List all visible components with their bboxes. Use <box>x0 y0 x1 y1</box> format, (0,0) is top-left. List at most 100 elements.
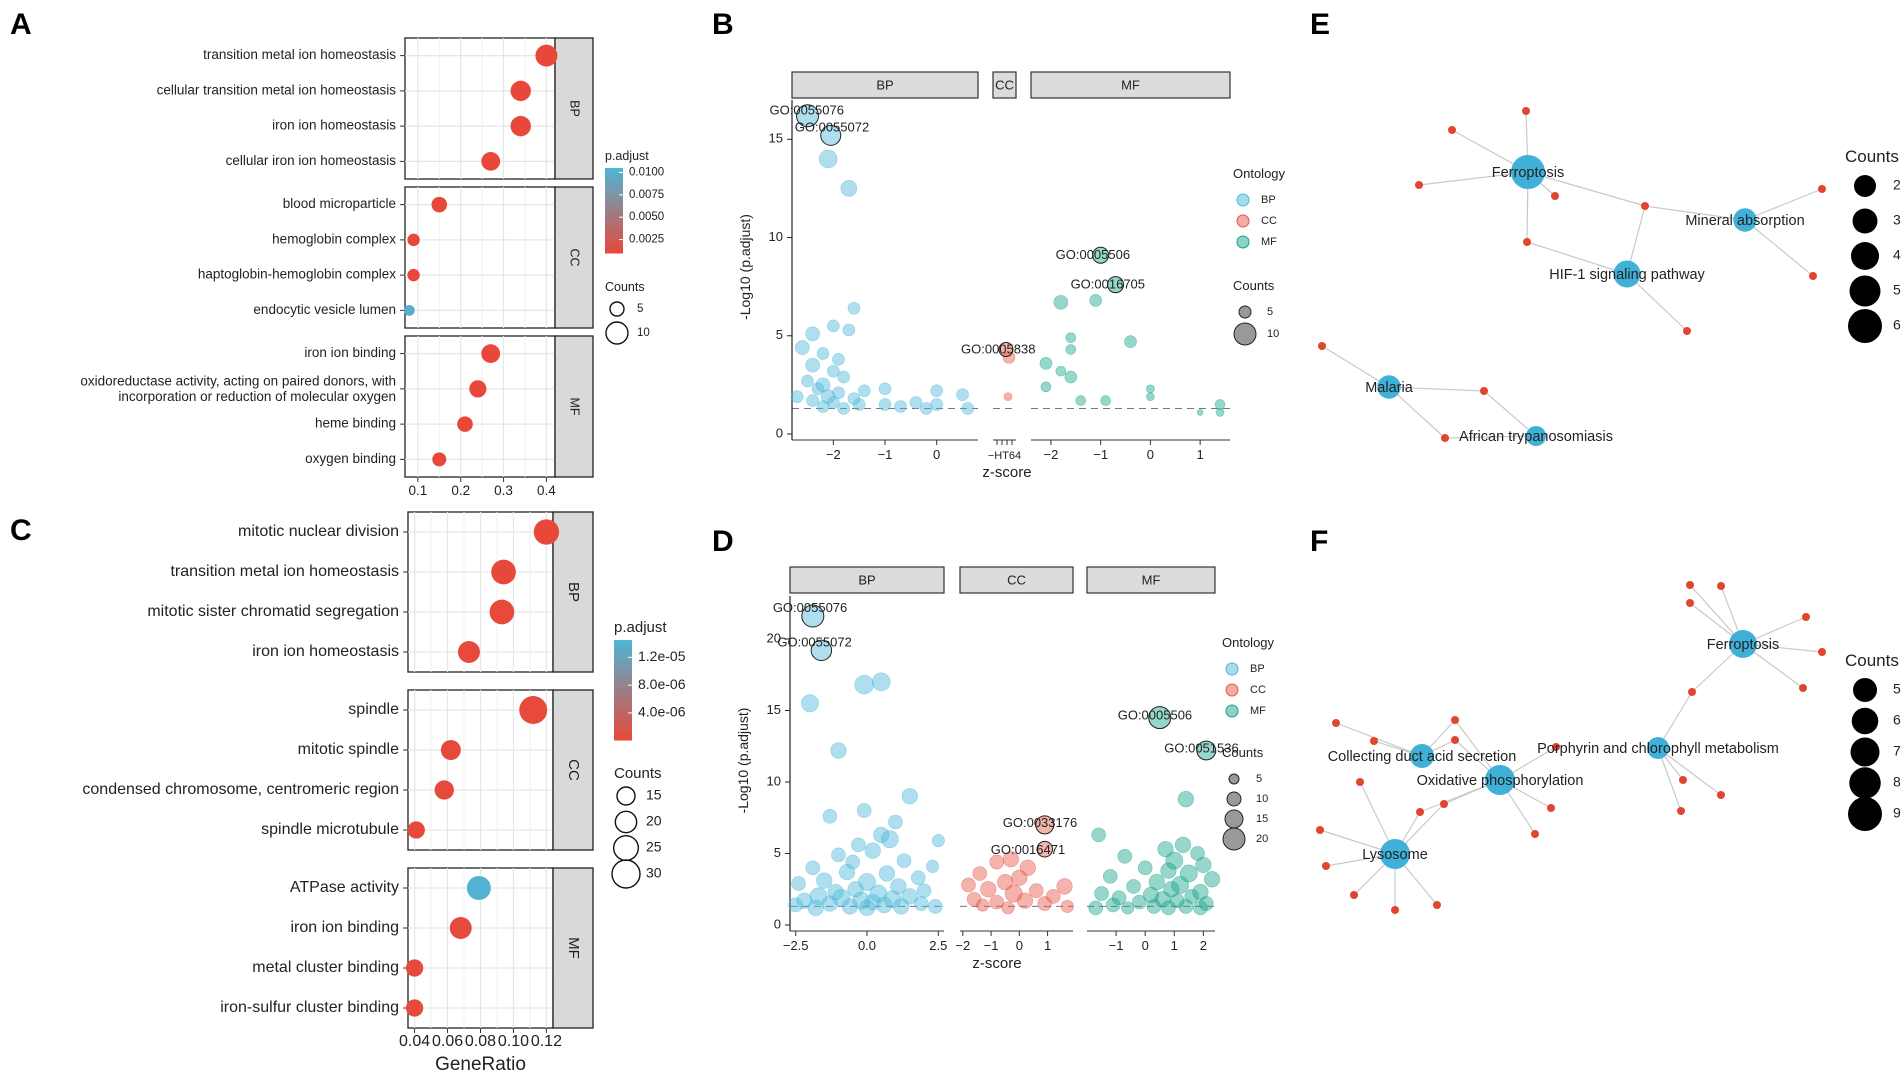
point-bp <box>880 830 899 849</box>
dot <box>440 740 461 760</box>
point-cc <box>989 854 1005 870</box>
ontology-legend-key <box>1236 193 1250 207</box>
size-legend-label: 15 <box>1256 813 1268 825</box>
point-mf <box>1065 332 1077 344</box>
point-bp <box>827 319 840 333</box>
gene-node <box>1677 807 1685 815</box>
point-mf <box>1190 846 1205 861</box>
gene-node <box>1802 613 1810 621</box>
point-mf <box>1146 899 1162 914</box>
annotated-point-ring <box>1148 706 1172 730</box>
color-legend-step <box>605 168 623 172</box>
size-legend-circle <box>1233 322 1257 346</box>
go-term-label: GO:0055072 <box>795 119 869 134</box>
point-mf <box>1039 356 1053 370</box>
edge <box>1744 188 1823 221</box>
counts-legend-label: 4 <box>1893 247 1901 263</box>
size-legend-circle <box>1238 305 1252 319</box>
point-cc <box>972 866 988 881</box>
ontology-legend-label: MF <box>1250 705 1266 717</box>
dot <box>405 959 424 977</box>
pathway-label: Porphyrin and chlorophyll metabolism <box>1537 741 1779 757</box>
counts-legend-circle <box>1854 175 1876 197</box>
pathway-label: Collecting duct acid secretion <box>1328 749 1517 765</box>
facet-bp: BP transition metal ion homeostasis cellul… <box>157 37 594 180</box>
point-mf <box>1195 856 1212 874</box>
x-tick-label: 0 <box>1147 447 1154 462</box>
y-tick-label: 10 <box>769 229 783 244</box>
facet-strip <box>552 689 594 851</box>
pathway-label: Oxidative phosphorylation <box>1417 773 1584 789</box>
panel-label-c: C <box>10 514 32 547</box>
edge <box>1657 747 1722 796</box>
x-tick-label: 0.06 <box>432 1033 463 1050</box>
gene-node <box>1809 272 1817 280</box>
y-tick-label: 0 <box>776 425 783 440</box>
point-bp <box>837 370 850 384</box>
gene-node <box>1679 776 1687 784</box>
color-legend-step <box>614 693 632 698</box>
go-term-label: GO:0005506 <box>1118 708 1192 723</box>
size-legend-label: 20 <box>646 813 662 829</box>
size-legend-circle <box>611 859 641 889</box>
pathway-node <box>1380 839 1410 869</box>
point-bp <box>890 878 907 895</box>
color-legend-step <box>614 713 632 718</box>
color-legend-step <box>614 656 632 661</box>
facet-bp: BP −2.5 0.0 2.5 <box>783 566 947 953</box>
panel-a-dotplot: BP transition metal ion homeostasis cellul… <box>80 37 664 498</box>
color-legend-step <box>605 236 623 240</box>
dot <box>466 876 491 900</box>
panel-d-volcano: BP−2.5 0.0 2.5CC−2 −1 0 1MF−1 0 1 205101520-Log1… <box>735 566 1275 972</box>
term-label: transition metal ion homeostasis <box>203 47 396 62</box>
x-tick-label: 0.2 <box>451 483 470 498</box>
size-legend-circle <box>614 810 638 834</box>
ontology-legend-label: BP <box>1261 194 1276 206</box>
x-tick-label: 1 <box>1171 938 1178 953</box>
point-mf <box>1203 871 1221 888</box>
edge <box>1657 747 1682 812</box>
edge <box>1526 241 1628 275</box>
x-tick-label: 0.12 <box>531 1033 562 1050</box>
point-bp <box>878 865 896 882</box>
point-cc <box>1045 889 1061 904</box>
color-legend-step <box>605 221 623 226</box>
facet-strip-label: BP <box>858 572 875 587</box>
point-bp <box>864 842 881 859</box>
x-tick-label: 0.10 <box>498 1033 529 1050</box>
color-legend-step <box>605 199 623 203</box>
edge <box>1418 171 1529 186</box>
point-bp <box>788 897 804 913</box>
pathway-node <box>1511 155 1545 189</box>
point-bp <box>851 837 866 853</box>
point-bp <box>811 382 825 396</box>
ontology-legend-label: BP <box>1250 663 1265 675</box>
color-legend: p.adjust 1.2e-05 8.0e-06 4.0e-06 <box>614 619 686 741</box>
counts-legend-label: 3 <box>1893 212 1901 228</box>
facet-cc: CC −2 −1 0 1 <box>955 566 1074 953</box>
point-bp <box>795 340 810 355</box>
ontology-legend-label: MF <box>1261 236 1277 248</box>
size-legend-label: 25 <box>646 839 662 855</box>
facet-strip <box>554 335 594 478</box>
color-legend-step <box>605 213 623 217</box>
edge <box>1388 386 1485 392</box>
pathway-label: Ferroptosis <box>1707 637 1780 653</box>
size-legend-label: 10 <box>1267 328 1279 340</box>
dot <box>434 780 454 800</box>
go-term-label: GO:0005506 <box>1056 247 1130 262</box>
point-bp <box>909 396 923 409</box>
point-bp <box>896 853 912 868</box>
color-legend-step <box>614 733 632 738</box>
go-term-label: GO:0016471 <box>991 842 1065 857</box>
dot <box>519 696 548 724</box>
color-legend-step <box>605 224 623 228</box>
facet-strip <box>552 511 594 673</box>
y-tick-label: 5 <box>776 327 783 342</box>
facet-strip-label: CC <box>565 759 582 781</box>
gene-node <box>1448 126 1456 134</box>
ontology-legend-title: Ontology <box>1233 166 1286 181</box>
point-bp <box>894 400 907 413</box>
y-tick-label: 5 <box>774 845 781 860</box>
y-tick-label: 10 <box>767 773 781 788</box>
